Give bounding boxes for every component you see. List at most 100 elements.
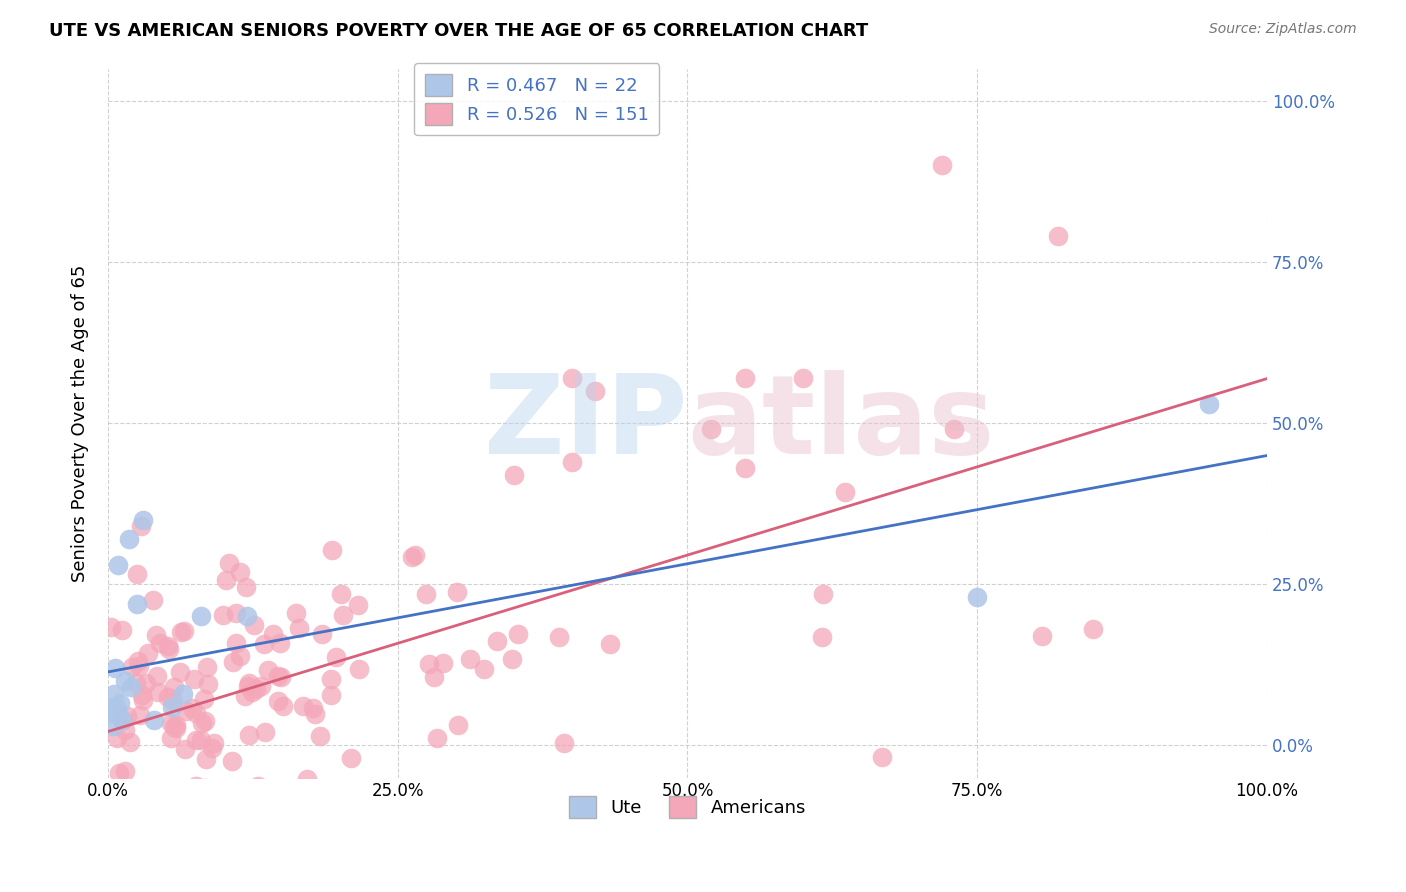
Point [111,623,134,637]
Point [418,657,440,671]
Point [792,371,814,385]
Point [319,688,342,702]
Point [170,804,193,818]
Y-axis label: Seniors Poverty Over the Age of 65: Seniors Poverty Over the Age of 65 [72,264,89,582]
Point [194,714,217,728]
Point [301,835,323,849]
Point [174,704,197,718]
Point [127,654,149,668]
Point [101,719,124,733]
Point [257,782,280,797]
Point [304,706,326,721]
Point [120,734,142,748]
Point [224,835,246,849]
Point [145,628,167,642]
Point [173,801,195,815]
Point [432,656,454,670]
Point [125,597,148,611]
Point [157,690,180,704]
Point [321,543,343,558]
Point [290,828,312,842]
Point [418,788,440,802]
Point [311,627,333,641]
Point [149,636,172,650]
Point [145,668,167,682]
Point [292,698,315,713]
Point [553,736,575,750]
Point [256,663,278,677]
Point [112,713,135,727]
Point [229,565,252,579]
Point [118,782,141,797]
Point [583,384,606,398]
Point [104,807,127,822]
Point [172,687,194,701]
Point [121,660,143,674]
Point [114,764,136,778]
Text: atlas: atlas [688,369,995,476]
Point [190,609,212,624]
Text: UTE VS AMERICAN SENIORS POVERTY OVER THE AGE OF 65 CORRELATION CHART: UTE VS AMERICAN SENIORS POVERTY OVER THE… [49,22,869,40]
Point [215,574,238,588]
Point [229,648,252,663]
Point [138,646,160,660]
Point [165,718,187,732]
Point [243,618,266,632]
Point [201,741,224,756]
Point [810,630,832,644]
Point [132,693,155,707]
Point [105,706,128,720]
Point [157,641,180,656]
Point [446,584,468,599]
Point [931,158,953,172]
Point [474,662,496,676]
Point [108,697,131,711]
Point [114,723,136,738]
Point [197,677,219,691]
Point [599,637,621,651]
Point [162,694,184,708]
Point [142,593,165,607]
Point [105,731,128,746]
Point [269,635,291,649]
Point [966,590,988,604]
Point [118,532,141,546]
Point [321,673,343,687]
Point [1081,623,1104,637]
Point [332,607,354,622]
Point [114,673,136,688]
Point [135,676,157,690]
Point [103,687,125,701]
Point [262,626,284,640]
Point [250,679,273,693]
Point [111,713,134,727]
Point [1047,229,1070,244]
Text: ZIP: ZIP [484,369,688,476]
Point [125,676,148,690]
Point [165,721,187,735]
Point [146,684,169,698]
Point [186,780,208,794]
Point [173,624,195,639]
Point [329,587,352,601]
Point [501,652,523,666]
Text: Source: ZipAtlas.com: Source: ZipAtlas.com [1209,22,1357,37]
Point [104,661,127,675]
Point [267,694,290,708]
Point [285,607,308,621]
Point [1031,629,1053,643]
Point [734,461,756,475]
Point [195,660,218,674]
Point [301,700,323,714]
Point [834,484,856,499]
Point [163,794,186,808]
Point [131,688,153,702]
Point [211,607,233,622]
Point [170,625,193,640]
Legend: Ute, Americans: Ute, Americans [562,789,813,825]
Point [347,662,370,676]
Point [233,690,256,704]
Point [404,549,426,563]
Point [253,725,276,739]
Point [943,422,966,436]
